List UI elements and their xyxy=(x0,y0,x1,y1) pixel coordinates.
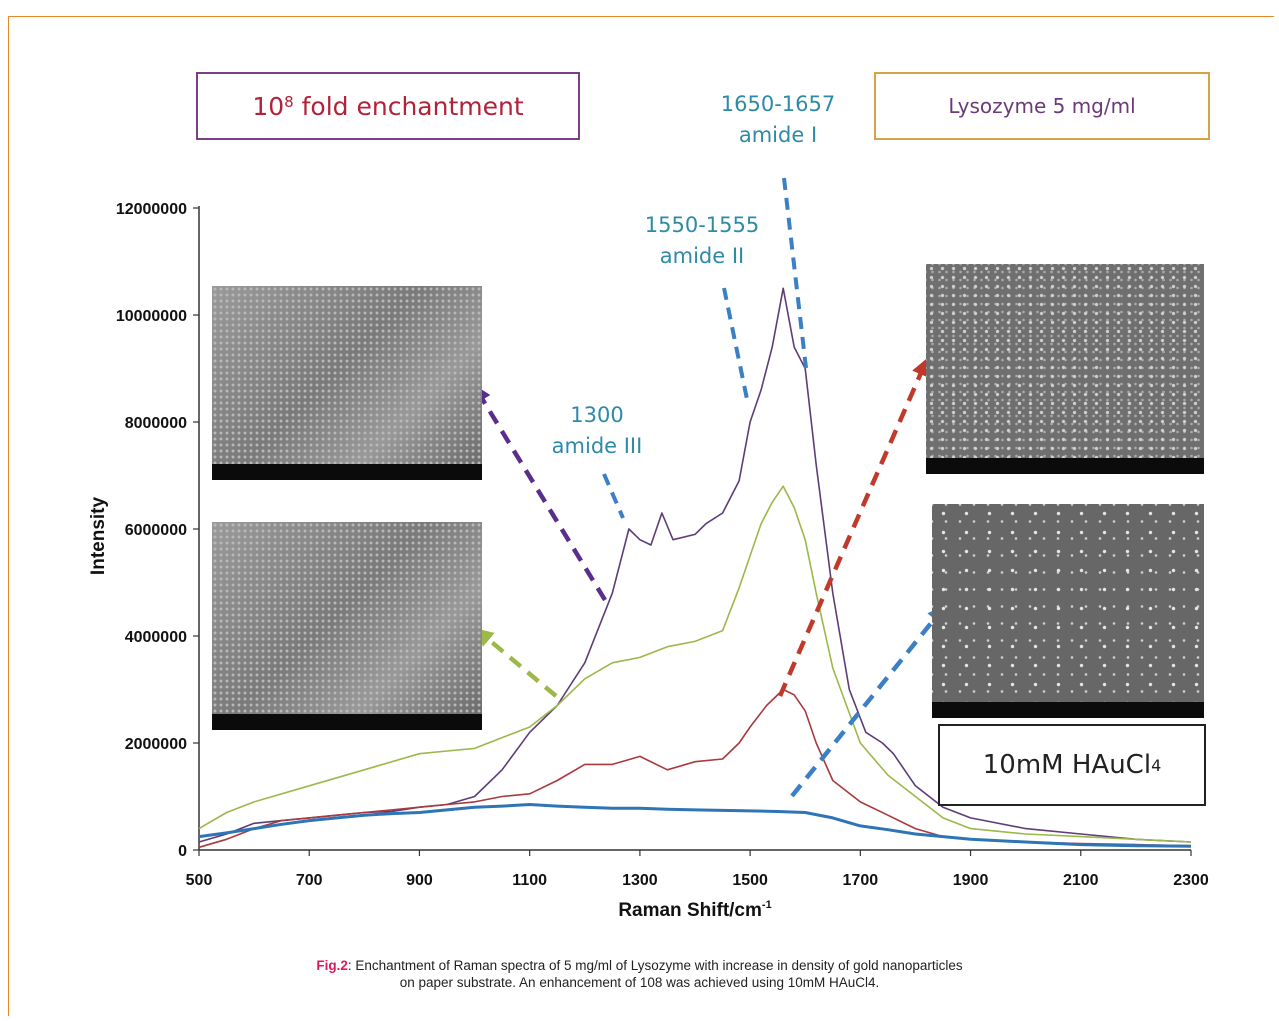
sem-image-mid-left xyxy=(212,522,482,730)
caption-line2: on paper substrate. An enhancement of 10… xyxy=(399,975,880,990)
annotations-layer: 1650-1657 amide I 1550-1555 amide II 1300 ami… xyxy=(552,92,836,458)
lysozyme-label: Lysozyme 5 mg/ml xyxy=(948,94,1136,118)
series-line-2 xyxy=(198,485,1192,843)
x-tick-label: 500 xyxy=(186,872,213,889)
sem-image-mid-right xyxy=(932,504,1204,718)
y-tick-label: 12000000 xyxy=(116,201,187,218)
x-tick-label: 2100 xyxy=(1063,872,1099,889)
x-tick-label: 700 xyxy=(296,872,323,889)
y-tick-label: 6000000 xyxy=(125,522,187,539)
lysozyme-box: Lysozyme 5 mg/ml xyxy=(874,72,1210,140)
sem-scale-bar xyxy=(212,464,482,480)
annotation-label: amide III xyxy=(552,434,643,458)
y-tick-label: 4000000 xyxy=(125,629,187,646)
x-tick-label: 1300 xyxy=(622,872,658,889)
x-tick-label: 1100 xyxy=(512,872,547,889)
y-tick-label: 10000000 xyxy=(116,308,187,325)
sem-image-top-left xyxy=(212,286,482,480)
peak-pointer-3 xyxy=(602,473,625,519)
haucl4-sub: 4 xyxy=(1151,755,1162,775)
arrow-red xyxy=(777,357,929,697)
x-tick-label: 2300 xyxy=(1173,872,1209,889)
haucl4-label: 10mM HAuCl xyxy=(982,750,1152,780)
fold-box-sup: 8 xyxy=(284,93,294,111)
peak-pointer-1 xyxy=(782,177,808,369)
figure-caption: Fig.2: Enchantment of Raman spectra of 5… xyxy=(0,957,1279,991)
fold-box-num: 10 xyxy=(252,91,285,121)
x-tick-label: 900 xyxy=(406,872,433,889)
series-line-3 xyxy=(198,688,1192,849)
sem-scale-bar xyxy=(212,714,482,730)
annotation-label: amide II xyxy=(660,244,744,268)
sem-scale-bar xyxy=(932,702,1204,718)
series-layer xyxy=(198,287,1192,849)
axes: 0 2000000 4000000 6000000 8000000 10000000 120… xyxy=(88,201,1209,921)
x-tick-label: 1500 xyxy=(732,872,768,889)
x-tick-label: 1900 xyxy=(953,872,989,889)
annotation-label: 1650-1657 xyxy=(721,92,835,116)
sem-scale-bar xyxy=(926,458,1204,474)
x-tick-label: 1700 xyxy=(843,872,879,889)
series-line-1 xyxy=(198,287,1192,843)
annotation-label: 1300 xyxy=(570,403,623,427)
arrows-layer xyxy=(473,177,946,798)
series-line-4 xyxy=(198,803,1192,848)
sem-image-top-right xyxy=(926,264,1204,474)
page-frame xyxy=(8,16,1274,1016)
arrow-purple xyxy=(473,384,607,602)
haucl4-box: 10mM HAuCl 4 xyxy=(938,724,1206,806)
y-tick-label: 8000000 xyxy=(125,415,187,432)
arrow-green xyxy=(475,628,558,698)
fold-box-text: fold enchantment xyxy=(293,91,524,121)
annotation-label: amide I xyxy=(739,123,817,147)
annotation-label: 1550-1555 xyxy=(645,213,759,237)
peak-pointer-2 xyxy=(722,287,750,405)
x-axis-title: Raman Shift/cm-1 xyxy=(618,899,771,921)
caption-fig-label: Fig.2 xyxy=(316,958,348,973)
y-tick-label: 2000000 xyxy=(125,736,187,753)
fold-enhancement-box: 10 8 fold enchantment xyxy=(196,72,580,140)
y-axis-title: Intensity xyxy=(88,497,109,576)
y-tick-label: 0 xyxy=(178,843,187,860)
arrow-blue xyxy=(790,604,946,798)
caption-line1: : Enchantment of Raman spectra of 5 mg/m… xyxy=(347,958,963,973)
